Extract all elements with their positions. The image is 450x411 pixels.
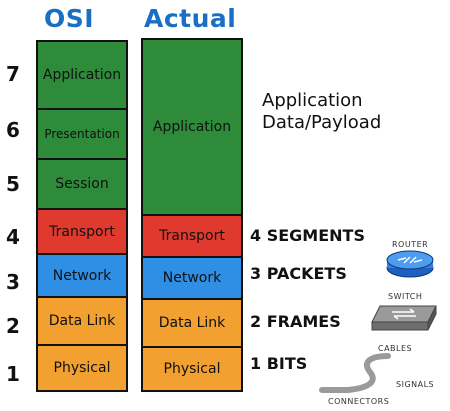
router-icon (384, 246, 436, 280)
actual-layer-transport: Transport (143, 216, 241, 258)
actual-layer-label: Network (162, 270, 222, 286)
unit-bits: 1 BITS (250, 354, 308, 373)
layer-number-6: 6 (6, 118, 20, 142)
osi-layer-label: Data Link (48, 313, 116, 329)
layer-number-3: 3 (6, 270, 20, 294)
application-data-line2: Data/Payload (262, 112, 382, 133)
layer-number-4: 4 (6, 225, 20, 249)
actual-layer-application: Application (143, 40, 241, 216)
switch-label: SWITCH (388, 292, 423, 301)
application-data-line1: Application (262, 90, 363, 111)
osi-layer-physical: Physical (38, 346, 126, 390)
actual-stack: Application Transport Network Data Link … (141, 38, 243, 392)
actual-layer-network: Network (143, 258, 241, 300)
cable-icon (318, 352, 398, 400)
unit-segments: 4 SEGMENTS (250, 226, 365, 245)
actual-layer-data-link: Data Link (143, 300, 241, 348)
unit-packets: 3 PACKETS (250, 264, 347, 283)
osi-stack: Application Presentation Session Transpo… (36, 40, 128, 392)
osi-layer-label: Transport (49, 223, 115, 240)
connectors-label: CONNECTORS (328, 397, 390, 406)
actual-layer-label: Physical (163, 361, 221, 377)
actual-layer-label: Application (152, 119, 232, 135)
osi-layer-label: Application (42, 67, 122, 83)
osi-layer-session: Session (38, 160, 126, 210)
actual-layer-physical: Physical (143, 348, 241, 390)
osi-layer-label: Presentation (44, 127, 120, 141)
cables-label: CABLES (378, 344, 413, 353)
actual-layer-label: Data Link (158, 315, 226, 331)
osi-layer-label: Physical (53, 360, 111, 376)
osi-heading: OSI (44, 4, 95, 33)
router-label: ROUTER (392, 240, 429, 249)
layer-number-5: 5 (6, 172, 20, 196)
layer-number-2: 2 (6, 314, 20, 338)
switch-icon (370, 302, 438, 332)
actual-heading: Actual (144, 4, 237, 33)
osi-layer-presentation: Presentation (38, 110, 126, 160)
osi-layer-label: Session (55, 176, 109, 192)
layer-number-7: 7 (6, 62, 20, 86)
actual-layer-label: Transport (159, 228, 225, 244)
application-data-label: Application Data/Payload (262, 90, 381, 134)
osi-layer-label: Network (52, 267, 112, 284)
signals-label: SIGNALS (396, 380, 435, 389)
osi-layer-data-link: Data Link (38, 298, 126, 346)
osi-layer-application: Application (38, 42, 126, 110)
osi-layer-network: Network (38, 255, 126, 298)
layer-number-1: 1 (6, 362, 20, 386)
unit-frames: 2 FRAMES (250, 312, 341, 331)
osi-layer-transport: Transport (38, 210, 126, 255)
